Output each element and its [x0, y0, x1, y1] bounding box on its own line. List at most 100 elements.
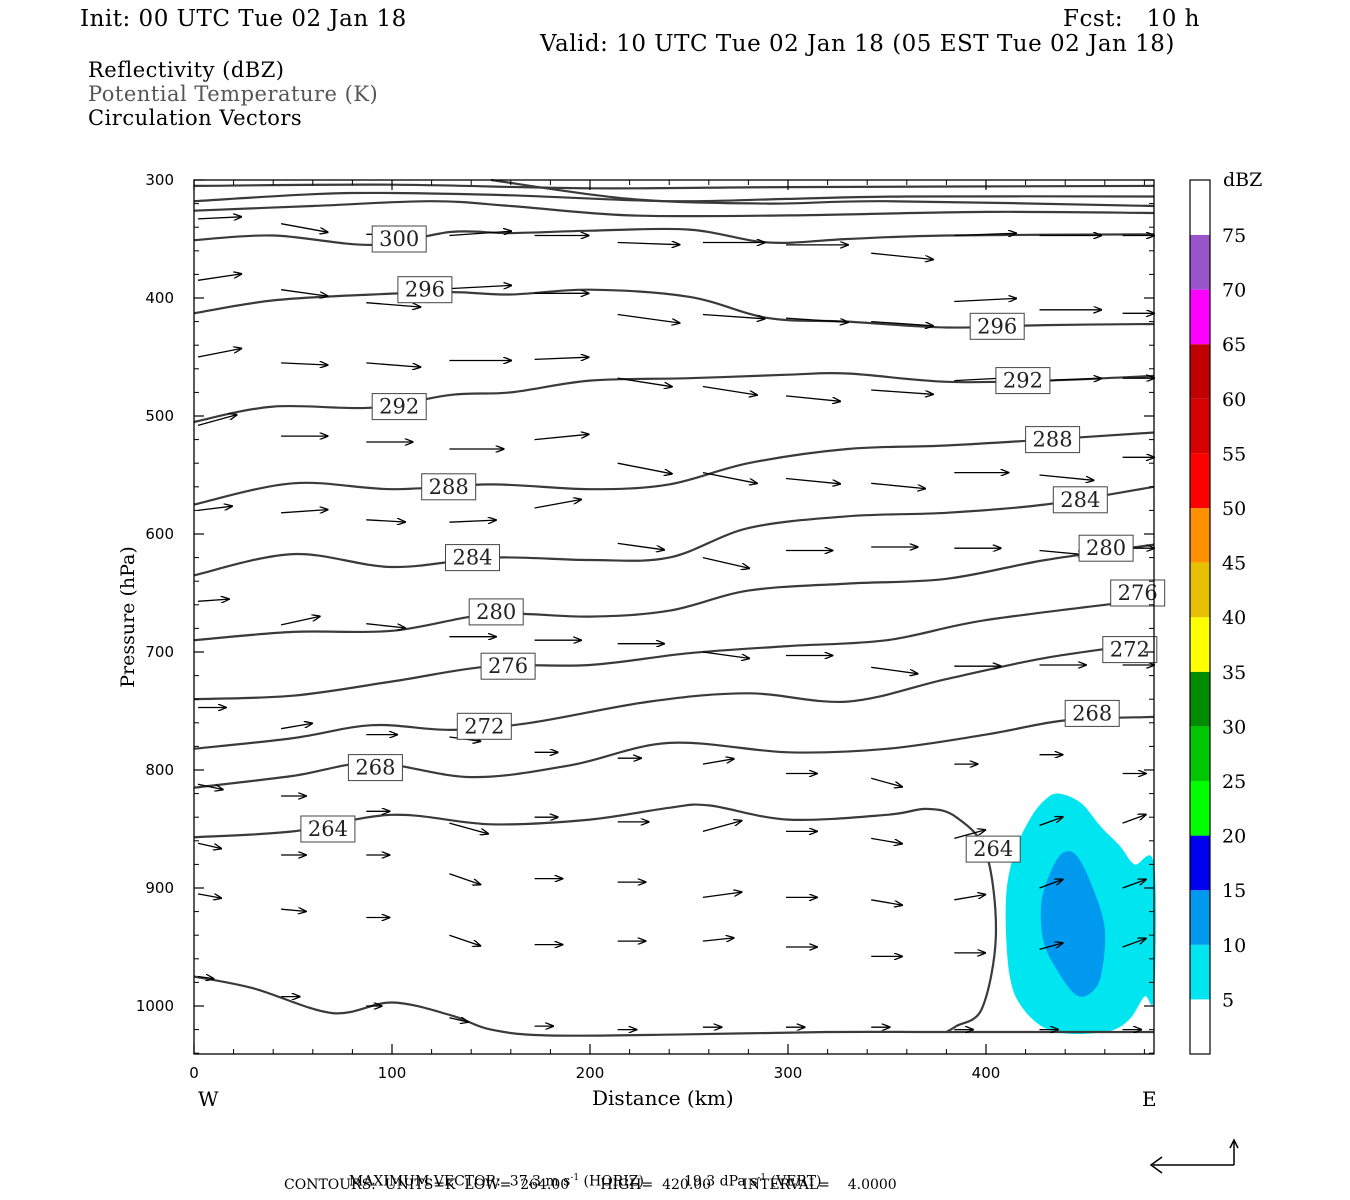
circulation-vector [280, 723, 312, 730]
colorbar-segment-20 [1190, 781, 1210, 836]
circulation-vector [702, 651, 749, 658]
circulation-vector [871, 899, 902, 905]
colorbar-label-75: 75 [1222, 225, 1246, 247]
colorbar-segment-45 [1190, 508, 1210, 563]
colorbar-label-25: 25 [1222, 771, 1246, 793]
circulation-vector [197, 274, 241, 281]
colorbar-label-10: 10 [1222, 935, 1246, 957]
circulation-vector [871, 777, 902, 787]
y-tick-label: 700 [145, 643, 174, 661]
x-tick-label: 200 [576, 1064, 605, 1082]
theta-contour-upper-2 [193, 200, 1155, 218]
circulation-vector [1122, 880, 1146, 889]
theta-contour-288 [193, 431, 1155, 506]
colorbar-segment-30 [1190, 671, 1210, 727]
theta-contour-upper-1 [193, 183, 1155, 190]
contour-label-268: 268 [1064, 699, 1120, 727]
contour-label-text: 296 [977, 314, 1017, 338]
contour-label-264: 264 [965, 835, 1021, 863]
contour-label-text: 268 [355, 756, 395, 780]
contour-label-text: 280 [1086, 536, 1126, 560]
circulation-vector [197, 894, 221, 898]
circulation-vector [366, 302, 420, 307]
circulation-vector [197, 977, 213, 979]
contour-label-text: 276 [1118, 581, 1158, 605]
circulation-vector [954, 830, 985, 840]
x-tick-label: 400 [972, 1064, 1001, 1082]
circulation-vector [534, 357, 589, 359]
circulation-vector [449, 934, 480, 946]
circulation-vector [366, 520, 405, 522]
circulation-vector [1122, 939, 1146, 948]
colorbar-label-30: 30 [1222, 716, 1246, 738]
circulation-vector [785, 317, 848, 322]
colorbar-label-15: 15 [1222, 880, 1246, 902]
theta-contour-284 [193, 485, 1155, 577]
y-tick-label: 300 [145, 171, 174, 189]
circulation-vector [954, 895, 985, 901]
circulation-vector [1122, 815, 1146, 824]
colorbar-segment-15 [1190, 835, 1210, 891]
circulation-vector [281, 363, 327, 365]
colorbar-segment-55 [1190, 398, 1210, 454]
contour-label-text: 284 [1060, 488, 1100, 512]
contour-label-288: 288 [1025, 426, 1081, 454]
y-tick-label: 1000 [136, 997, 174, 1015]
contour-label-text: 276 [488, 654, 528, 678]
circulation-vector [617, 313, 680, 324]
contour-label-292: 292 [995, 367, 1051, 395]
contour-label-276: 276 [1110, 579, 1166, 607]
colorbar-label-70: 70 [1222, 280, 1246, 302]
contour-label-276: 276 [480, 652, 536, 680]
circulation-vector [1039, 943, 1063, 951]
x-end-label-west: W [198, 1087, 219, 1111]
x-tick-label: 0 [189, 1064, 199, 1082]
circulation-vector [702, 471, 757, 484]
contour-label-272: 272 [456, 712, 512, 740]
colorbar-label-20: 20 [1222, 826, 1246, 848]
contour-label-text: 296 [405, 278, 445, 302]
max-vector-info: MAXIMUM VECTOR: 37.3 m s-1 (HORIZ) 19.3 … [348, 1173, 822, 1190]
reflectivity-fill-layer [1005, 793, 1156, 1034]
circulation-vector [197, 349, 241, 358]
field-circulation-vectors: Circulation Vectors [88, 106, 303, 130]
circulation-vector [871, 837, 902, 843]
circulation-vector [702, 821, 742, 833]
circulation-vector [1039, 474, 1094, 480]
field-potential-temperature: Potential Temperature (K) [88, 82, 379, 106]
colorbar-segment-70 [1190, 235, 1210, 290]
colorbar-frame [1189, 179, 1211, 1055]
field-reflectivity: Reflectivity (dBZ) [88, 58, 285, 82]
contour-label-text: 272 [1110, 638, 1150, 662]
y-tick-label: 900 [145, 879, 174, 897]
circulation-vector [366, 362, 420, 367]
circulation-vector [785, 395, 840, 401]
theta-contour-268 [193, 715, 1155, 789]
circulation-vector [954, 233, 1016, 235]
contour-label-text: 288 [429, 475, 469, 499]
contour-label-text: 300 [379, 227, 419, 251]
theta-contour-300 [193, 227, 1155, 247]
contour-label-288: 288 [421, 473, 477, 501]
theta-contour-292 [193, 371, 1155, 423]
theta-contour-272 [193, 641, 1155, 750]
colorbar-label-65: 65 [1222, 334, 1246, 356]
valid-time: Valid: 10 UTC Tue 02 Jan 18 (05 EST Tue … [540, 31, 1175, 57]
circulation-vector [617, 243, 680, 245]
contour-label-text: 284 [452, 546, 492, 570]
circulation-vector [449, 873, 480, 885]
x-axis-label: Distance (km) [592, 1086, 734, 1110]
colorbar-label-55: 55 [1222, 443, 1246, 465]
theta-contour-upper-4 [193, 191, 1155, 203]
circulation-vector [449, 231, 511, 237]
circulation-vector [871, 482, 925, 488]
circulation-vector [702, 556, 749, 569]
circulation-vector [617, 542, 664, 549]
init-time: Init: 00 UTC Tue 02 Jan 18 [80, 6, 407, 32]
forecast-hour: Fcst: 10 h [1063, 6, 1200, 32]
circulation-vector [449, 1018, 468, 1022]
circulation-vector [871, 389, 933, 394]
y-tick-label: 600 [145, 525, 174, 543]
circulation-vector [702, 313, 765, 319]
circulation-vector [197, 599, 229, 601]
